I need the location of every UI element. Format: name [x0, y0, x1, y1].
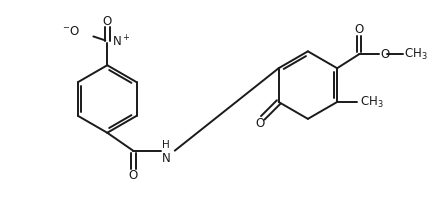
Text: N: N — [162, 152, 171, 165]
Text: H: H — [162, 140, 170, 150]
Text: O: O — [103, 15, 112, 28]
Text: $^{-}$O: $^{-}$O — [63, 25, 80, 38]
Text: CH$_3$: CH$_3$ — [360, 94, 384, 109]
Text: O: O — [255, 117, 264, 130]
Text: CH$_3$: CH$_3$ — [403, 47, 427, 62]
Text: O: O — [381, 48, 390, 61]
Text: N$^+$: N$^+$ — [112, 35, 131, 50]
Text: O: O — [354, 23, 364, 36]
Text: O: O — [128, 169, 138, 182]
